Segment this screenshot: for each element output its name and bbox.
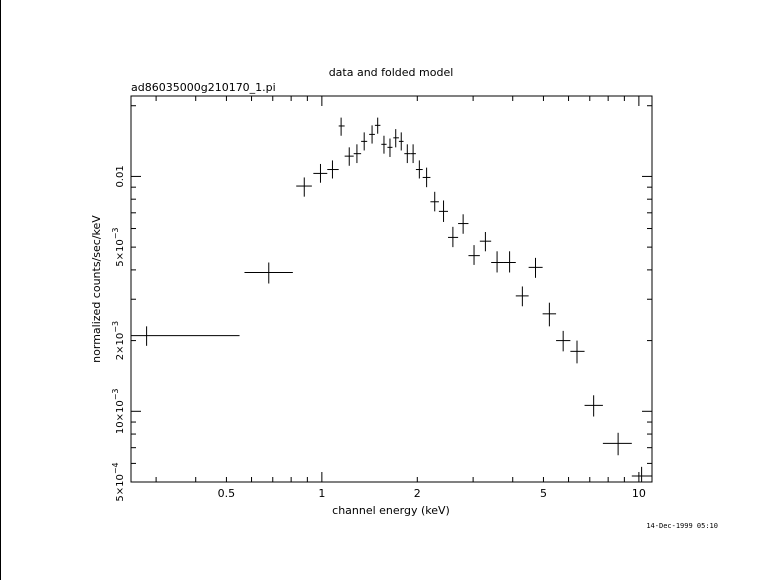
axis-ticks: 0.5 1 2 5 10 5×10−4 10×10−3 2×10−3 5×10−3 0.01 bbox=[111, 96, 652, 502]
chart-title: data and folded model bbox=[329, 66, 454, 79]
data-series bbox=[131, 117, 652, 482]
data-point bbox=[393, 129, 399, 148]
data-point bbox=[515, 286, 529, 307]
data-point bbox=[542, 302, 557, 327]
data-point bbox=[438, 200, 449, 222]
data-point bbox=[296, 177, 312, 197]
timestamp: 14-Dec-1999 05:10 bbox=[646, 522, 718, 530]
data-point bbox=[556, 330, 571, 352]
data-point bbox=[430, 191, 439, 212]
data-point bbox=[398, 132, 404, 151]
y-tick-label: 0.01 bbox=[115, 165, 126, 187]
data-point bbox=[570, 340, 585, 364]
data-point bbox=[410, 144, 416, 164]
data-point bbox=[584, 395, 603, 417]
data-point bbox=[313, 163, 328, 183]
data-point bbox=[503, 251, 516, 273]
data-point bbox=[338, 117, 345, 136]
data-point bbox=[491, 251, 504, 273]
data-point bbox=[631, 466, 652, 482]
x-tick-label: 0.5 bbox=[218, 487, 236, 500]
y-tick-label: 5×10−4 bbox=[111, 462, 126, 501]
data-point bbox=[387, 138, 393, 157]
data-point bbox=[468, 245, 480, 265]
y-tick-label: 5×10−3 bbox=[111, 227, 126, 266]
data-point bbox=[374, 117, 381, 134]
x-tick-label: 2 bbox=[414, 487, 421, 500]
plot-frame bbox=[130, 95, 653, 483]
data-point bbox=[344, 147, 354, 166]
data-point bbox=[422, 167, 431, 188]
data-point bbox=[361, 132, 368, 151]
data-point bbox=[448, 226, 459, 248]
data-point bbox=[244, 262, 293, 284]
data-point bbox=[404, 144, 411, 164]
data-point bbox=[131, 326, 240, 346]
data-point bbox=[369, 125, 375, 144]
data-point bbox=[479, 231, 492, 252]
y-tick-label: 2×10−3 bbox=[111, 321, 126, 360]
chart-subtitle: ad86035000g210170_1.pi bbox=[131, 81, 276, 94]
x-tick-label: 10 bbox=[632, 487, 646, 500]
x-tick-label: 1 bbox=[318, 487, 325, 500]
data-point bbox=[353, 144, 362, 164]
y-axis-label: normalized counts/sec/keV bbox=[90, 215, 103, 363]
data-point bbox=[381, 135, 387, 154]
x-axis-label: channel energy (keV) bbox=[332, 504, 450, 517]
data-point bbox=[528, 257, 543, 278]
window-left-border bbox=[0, 0, 1, 580]
data-point bbox=[327, 160, 339, 179]
x-tick-label: 5 bbox=[540, 487, 547, 500]
y-tick-label: 10×10−3 bbox=[111, 388, 126, 434]
data-point bbox=[415, 160, 423, 179]
data-point bbox=[602, 432, 632, 456]
data-point bbox=[458, 214, 469, 234]
